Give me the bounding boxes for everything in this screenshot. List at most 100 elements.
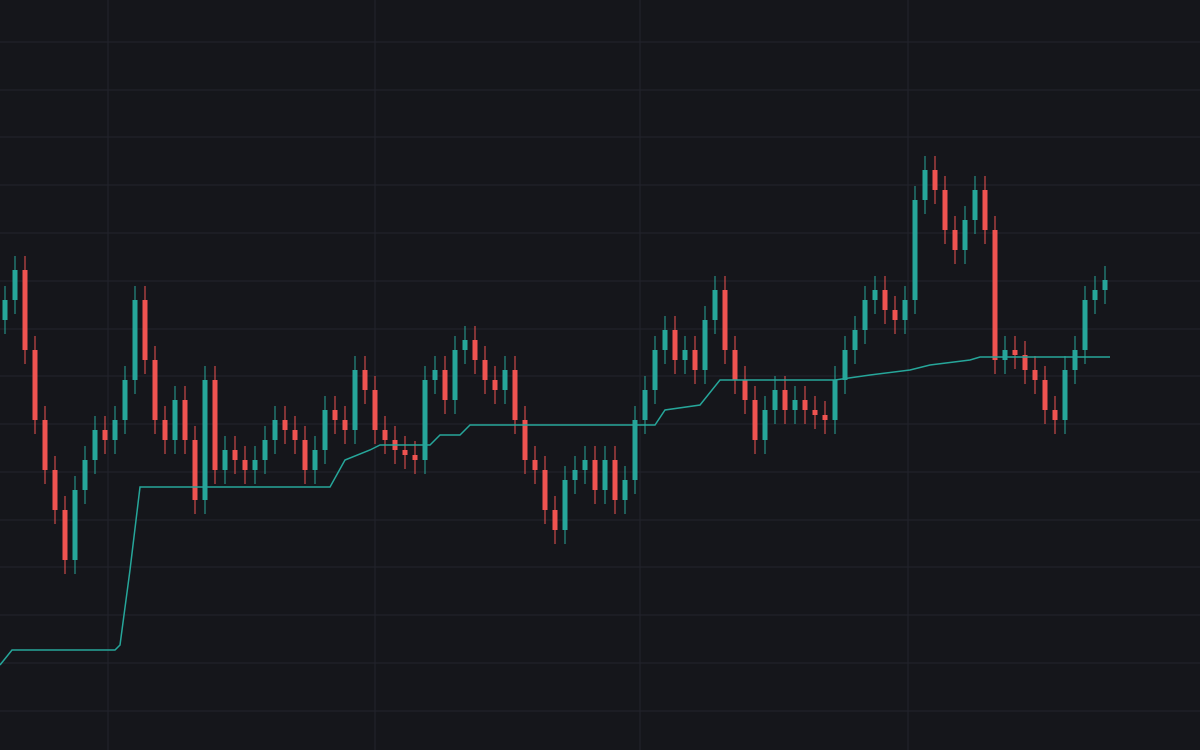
candle-body xyxy=(952,230,958,250)
candle-body xyxy=(1002,350,1008,360)
candle-body xyxy=(1012,350,1018,355)
candle-body xyxy=(702,320,708,370)
candle-body xyxy=(672,330,678,360)
candle-body xyxy=(52,470,58,510)
candle-body xyxy=(262,440,268,460)
candle-body xyxy=(902,300,908,320)
candle-body xyxy=(822,415,828,420)
candle-body xyxy=(462,340,468,350)
candle-body xyxy=(62,510,68,560)
candle-body xyxy=(92,430,98,460)
candle-body xyxy=(452,350,458,400)
candle-body xyxy=(882,290,888,310)
candle-body xyxy=(692,350,698,370)
candle-body xyxy=(612,460,618,500)
candle-body xyxy=(1102,280,1108,290)
candle-body xyxy=(282,420,288,430)
candle-body xyxy=(1092,290,1098,300)
candle-body xyxy=(202,380,208,500)
candle-body xyxy=(42,420,48,470)
candle-body xyxy=(922,170,928,200)
candle-body xyxy=(302,440,308,470)
candle-body xyxy=(152,360,158,420)
candle-body xyxy=(212,380,218,470)
candle-body xyxy=(652,350,658,390)
candle-body xyxy=(782,390,788,410)
candle-body xyxy=(792,400,798,410)
candle-body xyxy=(372,390,378,430)
candle-body xyxy=(602,460,608,490)
candle-body xyxy=(762,410,768,440)
candle-body xyxy=(82,460,88,490)
candle-body xyxy=(442,370,448,400)
candle-body xyxy=(492,380,498,390)
candle-body xyxy=(942,190,948,230)
candle-body xyxy=(932,170,938,190)
candle-body xyxy=(352,370,358,430)
candle-body xyxy=(1042,380,1048,410)
candle-body xyxy=(532,460,538,470)
candle-body xyxy=(432,370,438,380)
candle-body xyxy=(72,490,78,560)
candle-body xyxy=(412,455,418,460)
candle-body xyxy=(342,420,348,430)
candle-body xyxy=(12,270,18,300)
candle-body xyxy=(662,330,668,350)
trailing-stop-line xyxy=(0,356,1110,666)
candle-body xyxy=(142,300,148,360)
candle-body xyxy=(162,420,168,440)
candle-body xyxy=(872,290,878,300)
candle-body xyxy=(2,300,8,320)
candle-body xyxy=(742,380,748,400)
candle-body xyxy=(232,450,238,460)
candle-body xyxy=(22,270,28,350)
candle-body xyxy=(1082,300,1088,350)
candle-body xyxy=(622,480,628,500)
candle-body xyxy=(522,420,528,460)
candle-body xyxy=(332,410,338,420)
candle-body xyxy=(732,350,738,380)
candle-body xyxy=(912,200,918,300)
candle-body xyxy=(592,460,598,490)
candle-body xyxy=(812,410,818,415)
candle-body xyxy=(1072,350,1078,370)
candle-body xyxy=(122,380,128,420)
candle-body xyxy=(712,290,718,320)
candle-body xyxy=(242,460,248,470)
candle-body xyxy=(132,300,138,380)
candle-body xyxy=(752,400,758,440)
candle-body xyxy=(322,410,328,450)
candle-body xyxy=(1022,355,1028,370)
candle-body xyxy=(1052,410,1058,420)
candle-body xyxy=(552,510,558,530)
candle-body xyxy=(972,190,978,220)
candle-body xyxy=(172,400,178,440)
candle-body xyxy=(1032,370,1038,380)
candle-body xyxy=(772,390,778,410)
candle-body xyxy=(182,400,188,440)
candle-body xyxy=(362,370,368,390)
candle-body xyxy=(312,450,318,470)
candle-body xyxy=(192,440,198,500)
candle-body xyxy=(962,220,968,250)
candle-body xyxy=(572,470,578,480)
candle-body xyxy=(382,430,388,440)
candle-body xyxy=(582,460,588,470)
candle-body xyxy=(422,380,428,460)
candle-body xyxy=(102,430,108,440)
candle-body xyxy=(982,190,988,230)
candle-body xyxy=(292,430,298,440)
candle-body xyxy=(542,470,548,510)
candle-body xyxy=(992,230,998,360)
candle-body xyxy=(32,350,38,420)
candle-body xyxy=(512,370,518,420)
candle-body xyxy=(472,340,478,360)
candle-body xyxy=(802,400,808,410)
candle-body xyxy=(252,460,258,470)
candle-body xyxy=(112,420,118,440)
candle-body xyxy=(562,480,568,530)
candle-body xyxy=(862,300,868,330)
candle-body xyxy=(402,450,408,455)
candle-body xyxy=(222,450,228,470)
